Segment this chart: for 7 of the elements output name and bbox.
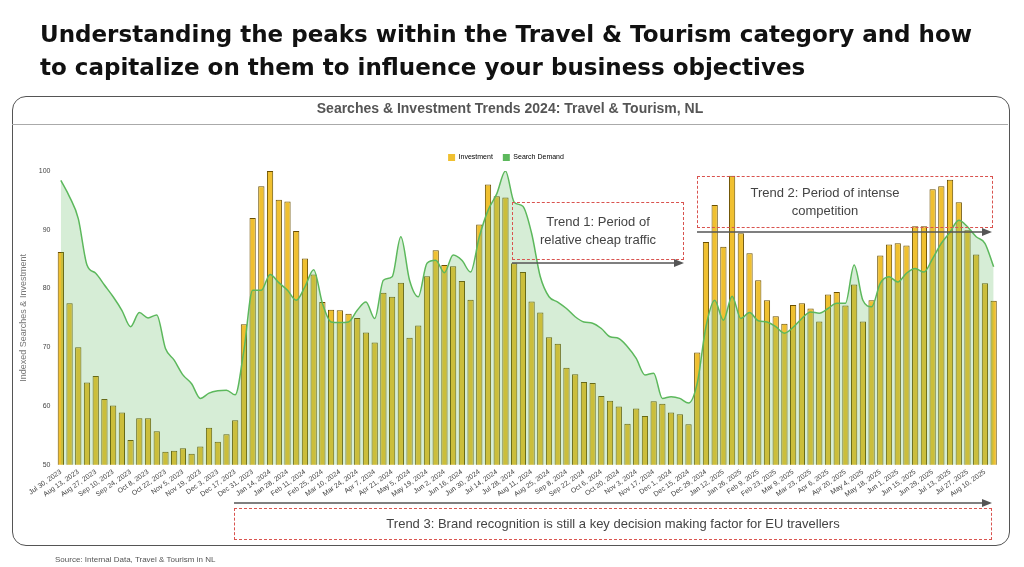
chart-subtitle: Searches & Investment Trends 2024: Travel & Tourism, NL xyxy=(12,100,1008,125)
annotation: Trend 1: Period of relative cheap traffic xyxy=(512,202,684,260)
annotation: Trend 2: Period of intense competition xyxy=(697,176,993,228)
chart-title: Understanding the peaks within the Travel & Tourism category and how to capitalize on them to influence your business objectives xyxy=(40,20,973,82)
y-axis-title: Indexed Searches & Investment xyxy=(17,253,28,382)
text: Trend 3: Brand recognition is still a key decision making factor for EU travellers xyxy=(234,508,992,540)
source-note: Source: Internal Data, Travel & Tourism in NL xyxy=(55,555,216,564)
